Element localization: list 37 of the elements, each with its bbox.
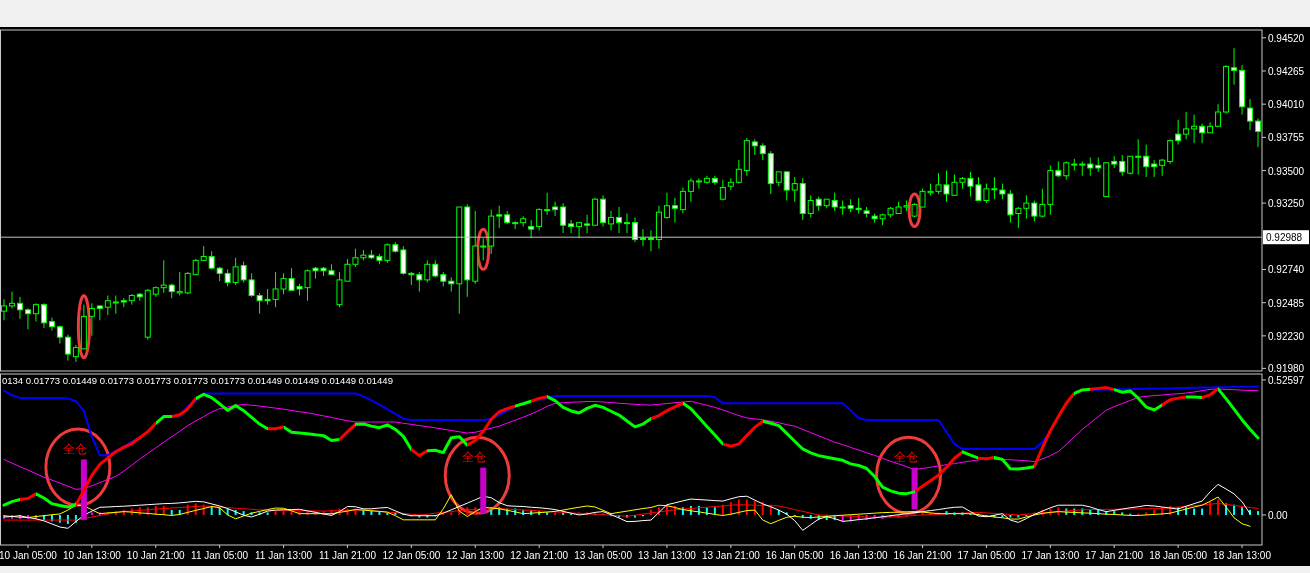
x-tick-label: 13 Jan 13:00 [638,550,697,561]
y-tick-label: 0.92485 [1268,297,1305,309]
x-tick-label: 18 Jan 13:00 [1213,550,1272,561]
x-tick-label: 17 Jan 21:00 [1085,550,1144,561]
y-tick-label: 0.00 [1268,509,1288,521]
x-tick-label: 11 Jan 13:00 [255,550,313,561]
x-tick-label: 16 Jan 05:00 [765,550,825,561]
y-tick-label: 0.93250 [1268,198,1305,210]
x-tick-label: 13 Jan 21:00 [701,550,761,561]
data-label: 全仓 [62,442,87,457]
x-tick-label: 11 Jan 05:00 [191,550,249,561]
annotation: 0134 0.01773 0.01449 0.01773 0.01773 0.01773 0.01773 0.01449 0.01449 0.01449 0.01449 [2,375,393,386]
y-tick-label: 0.94010 [1268,99,1305,111]
x-tick-label: 17 Jan 05:00 [957,550,1016,561]
x-tick-label: 18 Jan 05:00 [1149,550,1208,561]
x-tick-label: 10 Jan 21:00 [126,550,186,561]
x-tick-label: 10 Jan 05:00 [0,550,58,561]
y-tick-label: 0.92230 [1268,330,1305,342]
x-tick-label: 13 Jan 05:00 [574,550,633,561]
data-label: 全仓 [893,450,918,465]
y-tick-label: 0.94520 [1268,32,1305,44]
x-tick-label: 12 Jan 13:00 [446,550,505,561]
x-tick-label: 10 Jan 13:00 [62,550,122,561]
x-tick-label: 16 Jan 13:00 [829,550,888,561]
x-tick-label: 16 Jan 21:00 [893,550,952,561]
x-tick-label: 11 Jan 21:00 [318,550,377,561]
y-tick-label: 0.91980 [1268,363,1305,375]
y-tick-label: 0.52597 [1268,374,1305,386]
data-label: 全仓 [462,450,487,465]
x-tick-label: 17 Jan 13:00 [1021,550,1080,561]
x-tick-label: 12 Jan 21:00 [510,550,569,561]
y-tick-label: 0.93500 [1268,165,1305,177]
y-tick-label: 0.92740 [1268,264,1305,276]
y-tick-label: 0.94265 [1268,66,1305,77]
ref-line-label: 0.92988 [1266,232,1303,244]
y-tick-label: 0.93755 [1268,132,1305,144]
x-tick-label: 12 Jan 05:00 [382,550,441,561]
